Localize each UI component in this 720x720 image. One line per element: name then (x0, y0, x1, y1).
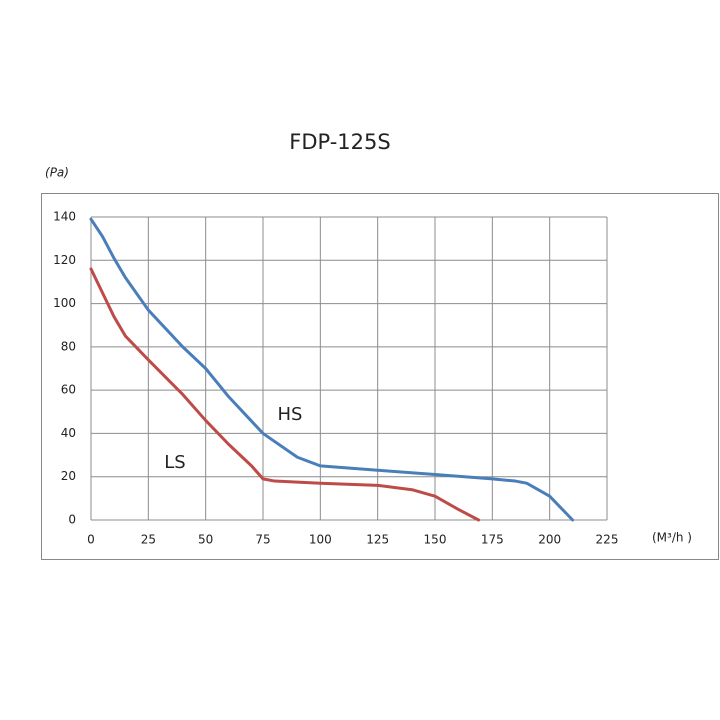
series-line (89, 267, 481, 522)
y-tick-label: 140 (53, 210, 76, 224)
y-tick-label: 120 (53, 253, 76, 267)
x-axis-label: (M³/h ) (652, 531, 692, 545)
chart-frame (41, 193, 719, 560)
x-tick-label: 75 (255, 533, 270, 547)
series-line (89, 217, 575, 522)
x-tick-label: 100 (309, 533, 332, 547)
y-tick-label: 40 (61, 426, 76, 440)
y-tick-label: 0 (68, 513, 76, 527)
x-tick-label: 200 (538, 533, 561, 547)
x-tick-label: 175 (481, 533, 504, 547)
y-tick-label: 60 (61, 383, 76, 397)
x-tick-label: 225 (596, 533, 619, 547)
chart-title: FDP-125S (289, 130, 390, 154)
series-annotation: HS (278, 404, 303, 425)
y-tick-label: 80 (61, 339, 76, 353)
x-tick-label: 25 (141, 533, 156, 547)
x-tick-label: 150 (424, 533, 447, 547)
x-tick-label: 50 (198, 533, 213, 547)
x-tick-label: 125 (366, 533, 389, 547)
y-tick-label: 20 (61, 469, 76, 483)
series-annotation: LS (164, 452, 185, 473)
x-tick-label: 0 (87, 533, 95, 547)
y-axis-label: (Pa) (45, 166, 69, 180)
y-tick-label: 100 (53, 296, 76, 310)
